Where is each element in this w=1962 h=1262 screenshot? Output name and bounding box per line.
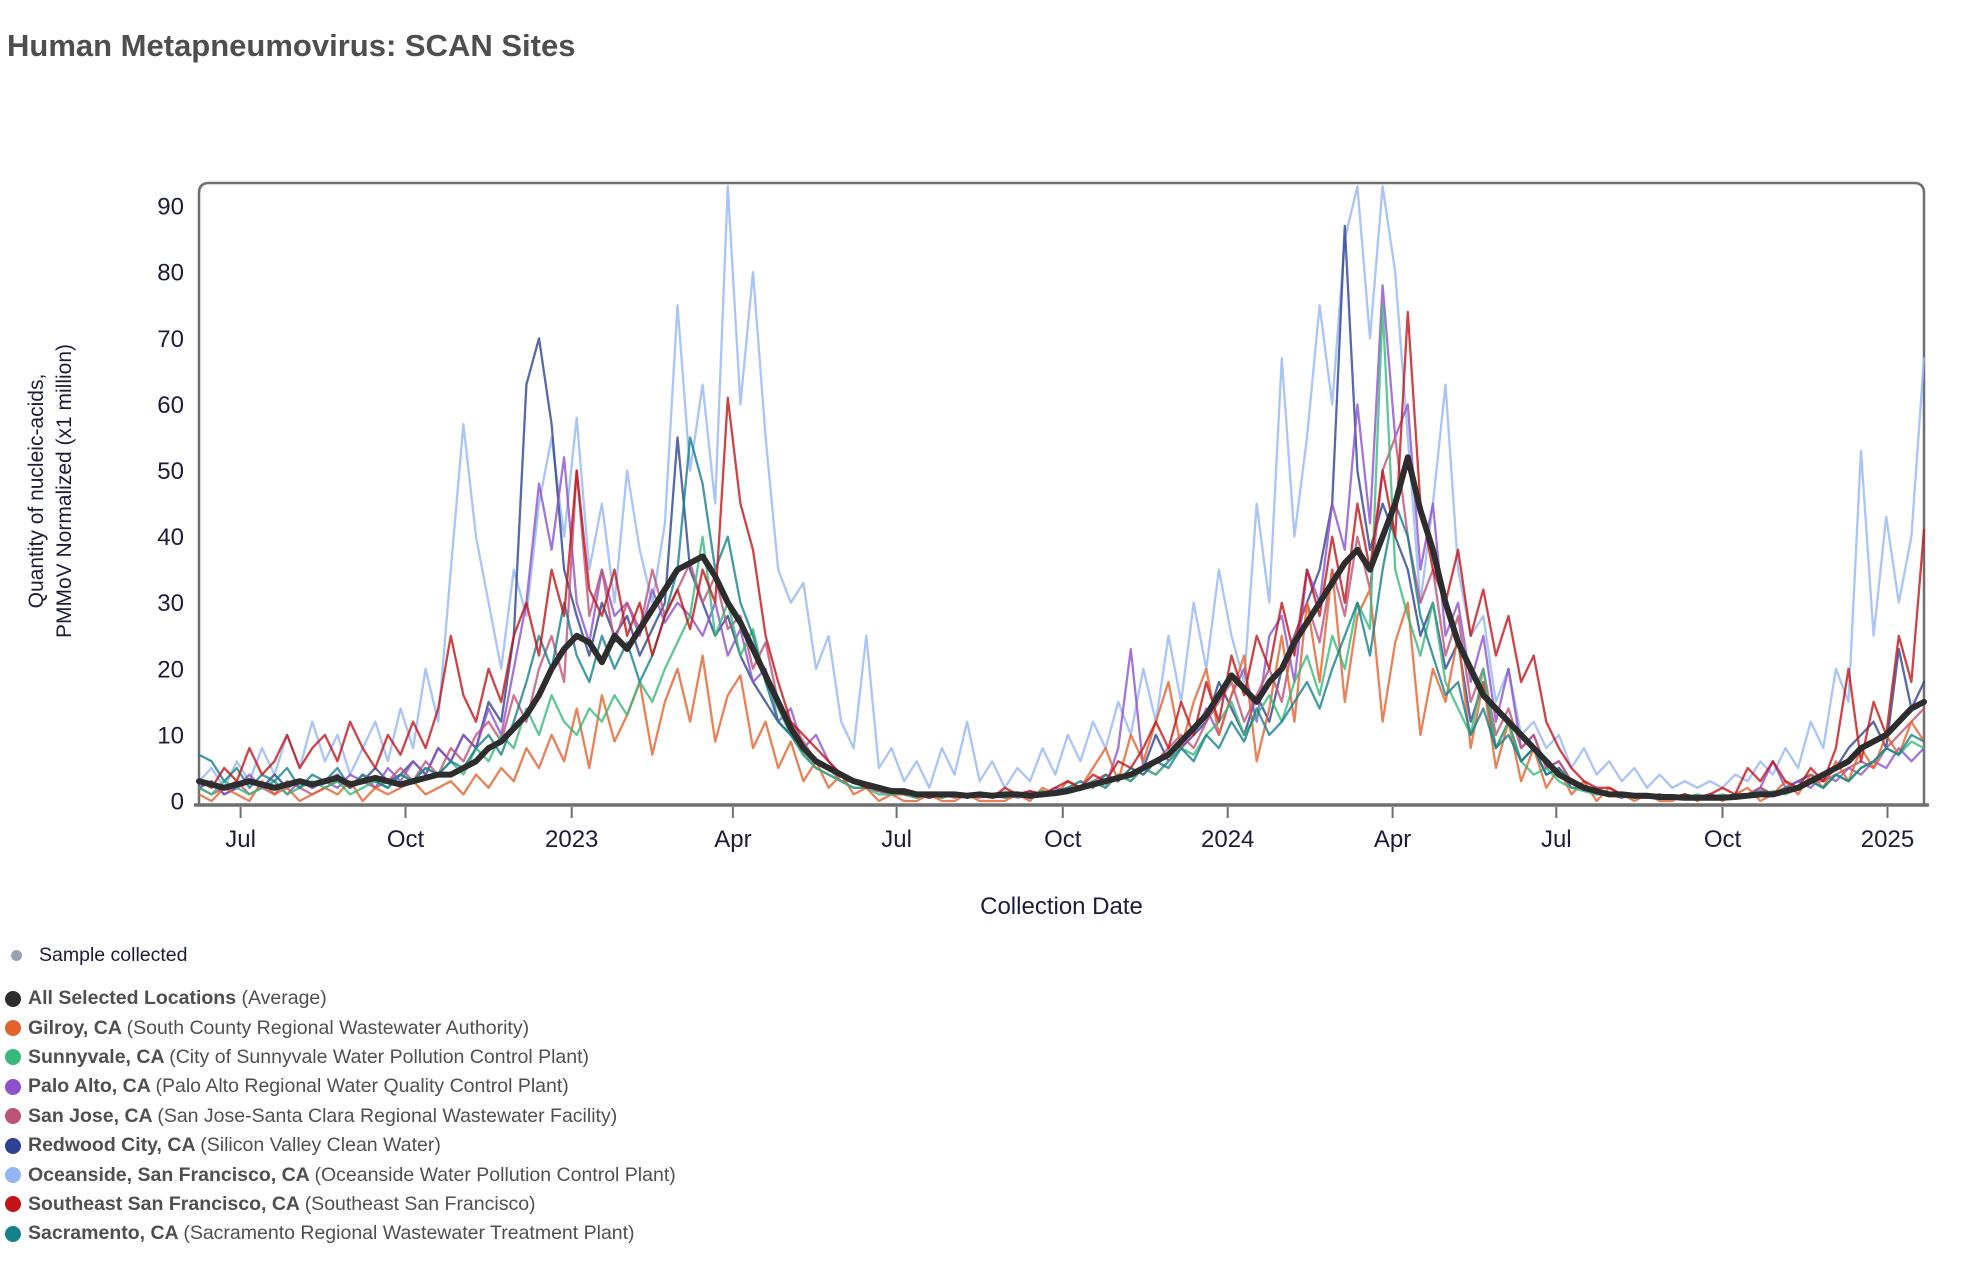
legend-dot-southeast_sf — [5, 1196, 21, 1213]
y-tick-label: 50 — [157, 458, 184, 485]
legend-detail: (City of Sunnyvale Water Pollution Contr… — [169, 1045, 590, 1068]
y-tick-label: 0 — [171, 789, 184, 816]
plot-frame — [197, 181, 1926, 805]
x-tick-label: 2025 — [1861, 826, 1914, 853]
legend-name: Gilroy, CA — [28, 1016, 127, 1039]
sample-collected-label: Sample collected — [39, 943, 188, 966]
legend-name: Southeast San Francisco, CA — [28, 1192, 305, 1215]
x-tick-label: Oct — [1044, 826, 1082, 853]
legend-name: Sacramento, CA — [28, 1222, 184, 1245]
legend-detail: (Southeast San Francisco) — [304, 1192, 536, 1215]
series-line-sunnyvale[interactable] — [197, 304, 1926, 799]
y-tick-label: 90 — [157, 194, 184, 221]
legend-item-san_jose: San Jose, CA (San Jose-Santa Clara Regio… — [5, 1102, 676, 1131]
legend-dot-average — [5, 990, 21, 1007]
x-tick-label: Apr — [1374, 826, 1411, 853]
legend-rows: All Selected Locations (Average) Gilroy, … — [5, 984, 676, 1249]
legend-detail: (Palo Alto Regional Water Quality Contro… — [155, 1075, 569, 1098]
y-tick-label: 80 — [157, 260, 184, 287]
legend-item-gilroy: Gilroy, CA (South County Regional Wastew… — [5, 1013, 676, 1042]
series-line-average[interactable] — [196, 454, 1927, 801]
series-line-southeast_sf[interactable] — [197, 310, 1926, 799]
legend-dot-san_jose — [5, 1108, 21, 1125]
legend-item-redwood_city: Redwood City, CA (Silicon Valley Clean W… — [5, 1131, 676, 1160]
y-tick-label: 10 — [157, 722, 184, 749]
legend-dot-sunnyvale — [5, 1049, 21, 1066]
x-tick-label: Oct — [1704, 826, 1742, 853]
series-line-oceanside[interactable] — [197, 185, 1926, 789]
legend-item-oceanside: Oceanside, San Francisco, CA (Oceanside … — [5, 1160, 676, 1189]
legend-item-palo_alto: Palo Alto, CA (Palo Alto Regional Water … — [5, 1072, 676, 1101]
page-title: Human Metapneumovirus: SCAN Sites — [7, 28, 576, 63]
sample-collected-dot-icon — [11, 949, 22, 961]
x-tick-label: Apr — [714, 826, 751, 853]
legend-detail: (Average) — [241, 987, 327, 1010]
legend-item-average: All Selected Locations (Average) — [5, 984, 676, 1013]
x-tick-label: Jul — [881, 826, 912, 853]
legend-name: Oceanside, San Francisco, CA — [28, 1163, 315, 1186]
y-tick-label: 20 — [157, 656, 184, 683]
y-tick-label: 40 — [157, 524, 184, 551]
series-line-redwood_city[interactable] — [197, 224, 1926, 799]
y-tick-label: 30 — [157, 590, 184, 617]
legend-sample-collected: Sample collected — [5, 942, 676, 968]
x-tick-label: Jul — [225, 826, 256, 853]
legend-dot-gilroy — [5, 1020, 21, 1037]
legend-dot-redwood_city — [5, 1137, 21, 1154]
legend-detail: (Silicon Valley Clean Water) — [200, 1134, 441, 1157]
series-line-palo_alto[interactable] — [197, 284, 1926, 799]
legend-name: San Jose, CA — [28, 1104, 158, 1127]
legend-dot-oceanside — [5, 1167, 21, 1184]
timeseries-chart[interactable]: Jul Oct 2023 Apr Jul Oct 2024 Apr Jul Oct 2025 0 10 2… — [0, 0, 1962, 880]
legend-dot-sacramento — [5, 1225, 21, 1242]
x-tick-label: Oct — [387, 826, 425, 853]
legend-item-southeast_sf: Southeast San Francisco, CA (Southeast S… — [5, 1190, 676, 1219]
legend-dot-palo_alto — [5, 1078, 21, 1095]
legend-name: All Selected Locations — [28, 987, 242, 1010]
legend-name: Sunnyvale, CA — [28, 1045, 170, 1068]
legend-detail: (Sacramento Regional Wastewater Treatmen… — [183, 1222, 635, 1245]
legend-name: Redwood City, CA — [28, 1134, 201, 1157]
x-tick-label: Jul — [1541, 826, 1572, 853]
legend-detail: (San Jose-Santa Clara Regional Wastewate… — [157, 1104, 618, 1127]
legend-name: Palo Alto, CA — [28, 1075, 156, 1098]
x-tick-label: 2023 — [545, 826, 598, 853]
legend-item-sacramento: Sacramento, CA (Sacramento Regional Wast… — [5, 1219, 676, 1248]
y-tick-label: 70 — [157, 326, 184, 353]
legend-detail: (Oceanside Water Pollution Control Plant… — [314, 1163, 676, 1186]
series-line-gilroy[interactable] — [197, 568, 1926, 803]
chart-legend: Sample collected All Selected Locations … — [5, 942, 676, 1249]
y-tick-label: 60 — [157, 392, 184, 419]
legend-item-sunnyvale: Sunnyvale, CA (City of Sunnyvale Water P… — [5, 1043, 676, 1072]
x-tick-label: 2024 — [1201, 826, 1254, 853]
legend-detail: (South County Regional Wastewater Author… — [126, 1016, 530, 1039]
x-axis-title: Collection Date — [980, 893, 1143, 920]
